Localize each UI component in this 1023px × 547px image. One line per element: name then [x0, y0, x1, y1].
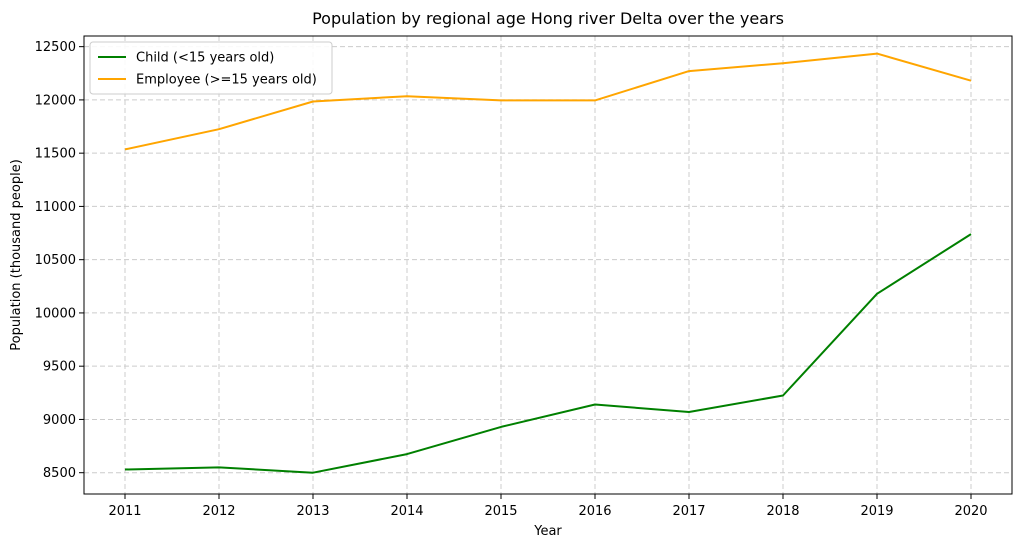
series-line-0: [124, 233, 972, 474]
y-tick-label: 10000: [35, 306, 76, 321]
legend-label: Employee (>=15 years old): [136, 73, 317, 88]
x-tick-label: 2012: [202, 504, 235, 519]
series-line-1: [124, 52, 972, 151]
plot-frame: [83, 35, 1013, 495]
x-tick-label: 2014: [390, 504, 423, 519]
x-tick-label: 2011: [108, 504, 141, 519]
x-tick-label: 2018: [766, 504, 799, 519]
y-tick-label: 8500: [43, 466, 76, 481]
x-tick-label: 2013: [296, 504, 329, 519]
y-tick-label: 10500: [35, 253, 76, 268]
data-series: [124, 52, 972, 474]
grid-lines: [84, 36, 1012, 494]
x-tick-label: 2016: [578, 504, 611, 519]
x-tick-label: 2017: [672, 504, 705, 519]
legend: Child (<15 years old) Employee (>=15 year…: [89, 41, 333, 95]
y-tick-label: 12000: [35, 93, 76, 108]
y-tick-label: 9000: [43, 413, 76, 428]
chart-title: Population by regional age Hong river De…: [312, 9, 784, 28]
y-axis-title: Population (thousand people): [9, 159, 24, 351]
legend-box: [89, 41, 333, 95]
x-tick-label: 2015: [484, 504, 517, 519]
x-tick-label: 2019: [860, 504, 893, 519]
y-tick-label: 12500: [35, 40, 76, 55]
y-tick-label: 9500: [43, 360, 76, 375]
x-axis-title: Year: [533, 524, 562, 539]
legend-label: Child (<15 years old): [136, 51, 274, 66]
y-tick-label: 11000: [35, 200, 76, 215]
axes: 2011 2012 2013 2014 2015 2016 2017 2018 2019 2020…: [35, 35, 1013, 519]
x-tick-label: 2020: [954, 504, 987, 519]
y-tick-label: 11500: [35, 147, 76, 162]
